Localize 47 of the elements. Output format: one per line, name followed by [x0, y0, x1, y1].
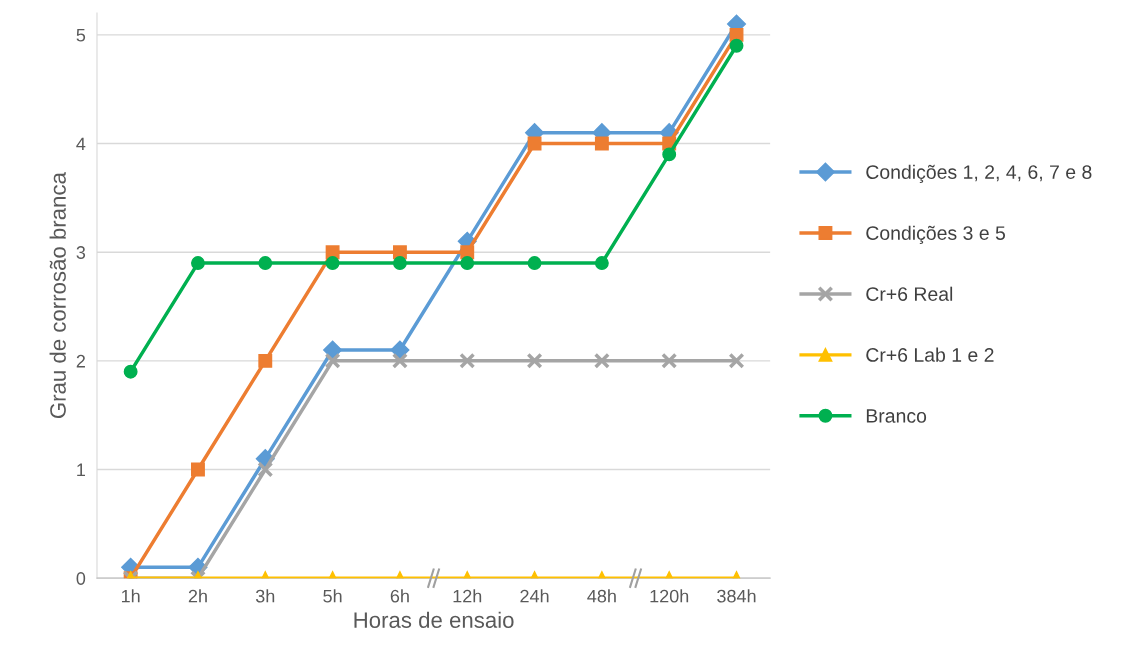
- point: [391, 352, 408, 369]
- point: [123, 364, 138, 379]
- legend-label: Cr+6 Lab 1 e 2: [866, 347, 994, 362]
- x-tick-label: 48h: [587, 589, 616, 603]
- point: [324, 352, 341, 369]
- x-tick-label: 24h: [520, 589, 549, 603]
- point: [728, 352, 745, 369]
- point: [527, 136, 542, 151]
- point: [323, 340, 343, 360]
- point: [527, 256, 542, 270]
- y-axis-title: Grau de corrosão branca: [49, 172, 66, 419]
- point: [661, 352, 678, 369]
- legend-label: Cr+6 Real: [866, 286, 953, 301]
- x-tick-label: 2h: [188, 589, 207, 603]
- point: [593, 352, 610, 369]
- point: [594, 256, 609, 270]
- point: [526, 352, 543, 369]
- point: [662, 147, 677, 162]
- legend-label: Condições 1, 2, 4, 6, 7 e 8: [866, 164, 1092, 183]
- x-tick-label: 120h: [650, 589, 689, 603]
- legend-label: Condições 3 e 5: [866, 225, 1006, 244]
- x-tick-label: 12h: [453, 589, 482, 603]
- x-axis-title: Horas de ensaio: [354, 611, 514, 628]
- point: [258, 353, 273, 368]
- point: [460, 256, 475, 270]
- x-tick-label: 6h: [390, 589, 409, 603]
- point: [729, 38, 744, 53]
- y-tick-label: 3: [76, 246, 86, 259]
- x-tick-label: 1h: [121, 589, 140, 603]
- point: [191, 256, 205, 270]
- x-tick-label: 5h: [323, 589, 342, 603]
- point: [325, 256, 340, 270]
- y-tick-label: 0: [76, 572, 86, 585]
- x-tick-label: 384h: [717, 589, 756, 603]
- legend-label: Branco: [866, 409, 927, 423]
- point: [392, 256, 407, 270]
- point: [594, 136, 609, 151]
- y-tick-label: 2: [76, 354, 85, 368]
- y-tick-label: 1: [77, 463, 85, 477]
- point: [257, 461, 274, 478]
- x-tick-label: 3h: [255, 589, 275, 603]
- point: [459, 352, 476, 369]
- y-tick-label: 4: [76, 137, 86, 151]
- point: [460, 245, 475, 260]
- y-tick-label: 5: [76, 28, 86, 42]
- point: [191, 462, 205, 477]
- point: [258, 256, 273, 270]
